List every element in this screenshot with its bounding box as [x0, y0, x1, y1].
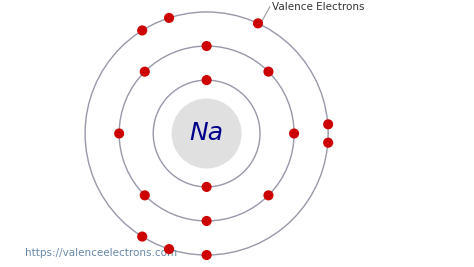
Circle shape	[140, 66, 150, 77]
Circle shape	[140, 190, 150, 201]
Circle shape	[253, 18, 263, 28]
Circle shape	[201, 250, 212, 260]
Circle shape	[114, 128, 124, 139]
Circle shape	[137, 25, 147, 36]
Circle shape	[201, 182, 212, 192]
Circle shape	[323, 138, 333, 148]
Circle shape	[201, 41, 212, 51]
Circle shape	[172, 99, 242, 168]
Circle shape	[289, 128, 299, 139]
Text: https://valenceelectrons.com: https://valenceelectrons.com	[25, 248, 177, 258]
Circle shape	[264, 66, 273, 77]
Text: Na: Na	[190, 121, 224, 146]
Circle shape	[264, 190, 273, 201]
Circle shape	[164, 13, 174, 23]
Circle shape	[201, 216, 212, 226]
Circle shape	[137, 231, 147, 242]
Circle shape	[164, 244, 174, 254]
Circle shape	[201, 75, 212, 85]
Text: Valence Electrons: Valence Electrons	[272, 2, 365, 12]
Circle shape	[323, 119, 333, 129]
